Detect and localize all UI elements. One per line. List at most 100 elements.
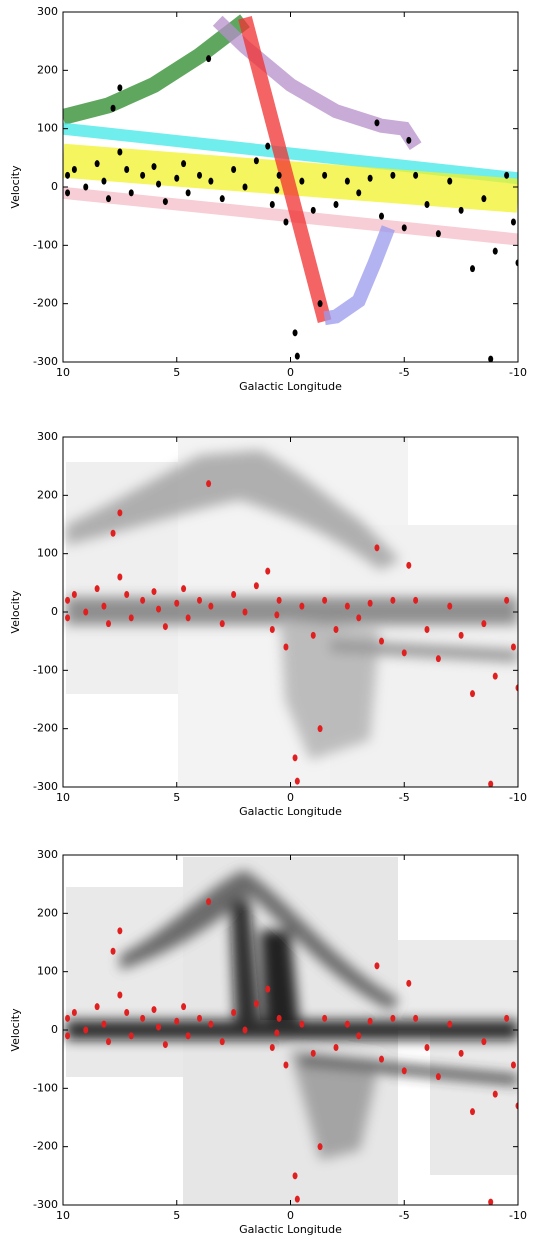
data-point (317, 300, 323, 308)
data-point (276, 596, 282, 604)
data-point (231, 591, 237, 598)
x-tick-label: 5 (173, 791, 180, 804)
y-tick-label: -200 (33, 722, 58, 735)
plot-area (65, 898, 518, 1205)
data-point (265, 142, 271, 150)
data-point (447, 177, 453, 185)
data-point (276, 171, 282, 179)
model-band (63, 122, 518, 185)
data-point (488, 780, 494, 787)
data-point (401, 649, 407, 657)
data-point (71, 591, 77, 598)
x-tick-label: -5 (399, 366, 410, 379)
x-tick-label: 0 (287, 366, 294, 379)
y-tick-label: -100 (33, 1081, 58, 1094)
data-point (117, 991, 123, 999)
data-point (333, 1044, 339, 1051)
data-point (276, 1014, 282, 1022)
x-tick-label: 5 (173, 1209, 180, 1222)
y-tick-label: 100 (37, 122, 58, 135)
data-point (488, 1198, 494, 1205)
data-point (242, 1026, 248, 1034)
x-tick-label: -5 (399, 791, 410, 804)
data-point (106, 195, 111, 203)
y-axis-label: Velocity (9, 1008, 22, 1052)
y-tick-label: -300 (33, 1198, 58, 1211)
data-point (424, 626, 430, 633)
data-point (379, 212, 384, 220)
data-point (504, 171, 510, 179)
data-point (294, 1195, 300, 1203)
y-tick-label: 0 (51, 1023, 58, 1036)
data-point (206, 480, 212, 488)
data-point (156, 605, 162, 613)
data-point (294, 352, 300, 360)
data-point (269, 1044, 275, 1051)
model-band (238, 16, 332, 323)
plot-area (65, 480, 518, 787)
data-point (510, 1061, 516, 1069)
data-point (299, 1020, 305, 1028)
data-point (140, 171, 146, 179)
data-point (274, 186, 280, 194)
data-point (458, 631, 464, 639)
data-point (181, 585, 187, 593)
x-axis-label: Galactic Longitude (239, 805, 342, 818)
data-point (294, 777, 300, 785)
data-point (333, 626, 339, 633)
data-point (269, 201, 275, 208)
data-point (151, 588, 157, 596)
data-point (406, 136, 412, 144)
data-point (206, 55, 212, 63)
data-point (322, 1014, 328, 1022)
data-point (242, 608, 248, 616)
data-point (344, 177, 350, 185)
data-point (151, 163, 157, 171)
data-point (117, 148, 123, 156)
data-point (140, 1014, 146, 1022)
model-band (63, 14, 250, 125)
y-tick-label: 100 (37, 547, 58, 560)
data-point (219, 620, 225, 628)
data-point (242, 183, 248, 191)
data-point (117, 927, 123, 935)
data-point (174, 1017, 180, 1025)
data-point (71, 1009, 77, 1016)
data-point (65, 614, 71, 622)
x-tick-label: 10 (56, 791, 70, 804)
data-point (269, 626, 275, 633)
data-point (292, 1172, 298, 1180)
y-tick-label: -100 (33, 663, 58, 676)
data-point (124, 591, 130, 598)
data-point (65, 171, 71, 179)
data-point (71, 166, 77, 173)
y-tick-label: 300 (37, 848, 58, 861)
data-point (481, 195, 487, 203)
data-point (283, 643, 289, 651)
x-axis-label: Galactic Longitude (239, 1223, 342, 1236)
data-point (481, 1038, 487, 1046)
data-point (356, 1032, 362, 1040)
data-point (174, 599, 180, 607)
data-point (390, 596, 396, 604)
y-tick-label: 200 (37, 488, 58, 501)
x-tick-label: 5 (173, 366, 180, 379)
model-band (212, 15, 422, 150)
data-point (94, 160, 100, 168)
data-point (162, 198, 168, 206)
data-point (231, 1009, 237, 1016)
y-tick-label: -300 (33, 780, 58, 793)
data-point (156, 180, 162, 188)
data-point (401, 1067, 407, 1075)
data-point (128, 1032, 134, 1040)
data-point (299, 177, 305, 185)
data-point (65, 1014, 71, 1022)
data-point (299, 602, 305, 610)
x-axis-label: Galactic Longitude (239, 380, 342, 393)
data-point (208, 177, 214, 185)
data-point (374, 962, 380, 970)
data-point (65, 596, 71, 604)
y-axis-label: Velocity (9, 590, 22, 634)
data-point (274, 611, 280, 619)
